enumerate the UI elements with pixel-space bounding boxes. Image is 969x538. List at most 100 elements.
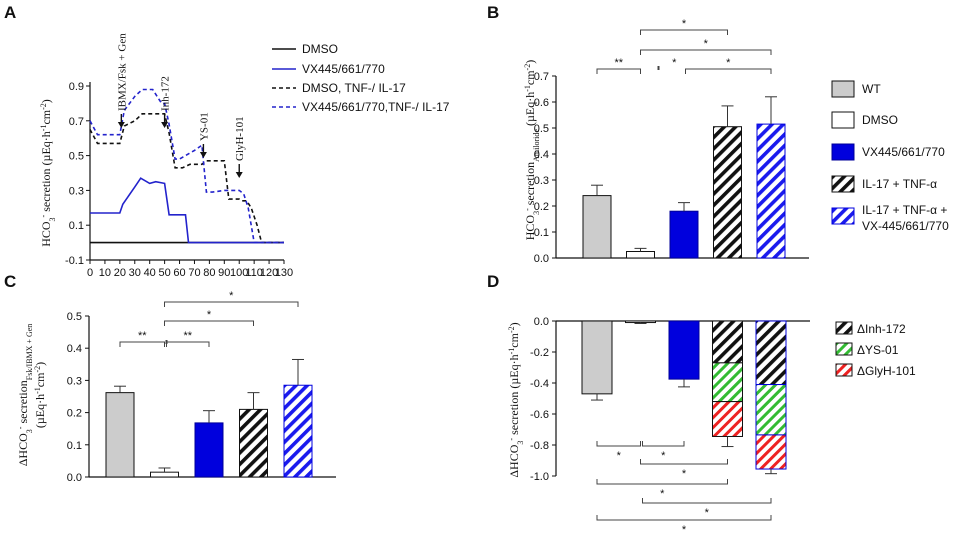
bar-2 xyxy=(668,320,700,380)
series-line-3 xyxy=(89,88,284,244)
significance-bracket xyxy=(166,341,210,347)
annotation-arrowhead xyxy=(117,122,125,128)
legend-label: WT xyxy=(862,82,881,96)
significance-label: * xyxy=(705,507,710,519)
legend-label: ΔInh-172 xyxy=(857,322,906,336)
significance-bracket xyxy=(119,341,165,347)
y-tick-label: -1.0 xyxy=(530,471,549,483)
y-tick-label: 0.0 xyxy=(67,472,82,484)
legend-swatch-2 xyxy=(831,143,855,161)
x-tick-label: 90 xyxy=(218,267,230,279)
annotation-label: GlyH-101 xyxy=(234,116,246,161)
legend-swatch-4 xyxy=(831,207,855,225)
panel-label-c: C xyxy=(4,272,16,291)
y-tick-label: 0.3 xyxy=(69,185,84,197)
y-tick-label: 0.9 xyxy=(69,81,84,93)
panel-label-b: B xyxy=(487,3,499,22)
y-tick-label: -0.6 xyxy=(530,409,549,421)
y-tick-label: 0.6 xyxy=(534,97,549,109)
bar-1 xyxy=(150,471,179,478)
significance-bracket xyxy=(164,301,299,307)
y-tick-label: 0.2 xyxy=(67,408,82,420)
y-tick-label: 0.4 xyxy=(534,149,549,161)
significance-bracket xyxy=(640,49,772,55)
y-tick-label: 0.0 xyxy=(534,316,549,328)
x-tick-label: 100 xyxy=(230,267,248,279)
bar-0 xyxy=(581,320,613,395)
x-tick-label: 60 xyxy=(173,267,185,279)
significance-bracket xyxy=(642,498,772,504)
bar-0 xyxy=(582,195,612,259)
x-tick-label: 110 xyxy=(245,267,263,279)
significance-bracket xyxy=(596,515,772,521)
significance-label: * xyxy=(726,57,731,69)
y-tick-label: 0.5 xyxy=(67,311,82,323)
x-tick-label: 20 xyxy=(114,267,126,279)
panel-a-line-chart: -0.1 0.1 0.3 0.5 0.7 0.9 0 10 20 30 40 50 60 70 80 90 10… xyxy=(39,33,450,279)
legend-swatch-2 xyxy=(835,363,853,377)
significance-bracket xyxy=(596,479,728,485)
y-tick-label: 0.4 xyxy=(67,343,82,355)
x-tick-label: 50 xyxy=(158,267,170,279)
annotation-arrowhead xyxy=(199,152,207,158)
significance-tick xyxy=(165,340,168,344)
y-tick-label: -0.8 xyxy=(530,440,549,452)
series-line-1 xyxy=(90,177,284,244)
significance-bracket xyxy=(596,441,641,447)
bar-4 xyxy=(283,384,313,478)
y-tick-label: -0.4 xyxy=(530,378,549,390)
annotation-arrowhead xyxy=(235,172,243,178)
significance-bracket xyxy=(640,459,728,465)
significance-bracket xyxy=(164,320,254,326)
significance-bracket xyxy=(642,441,685,447)
bar-1 xyxy=(625,320,656,324)
y-tick-label: 0.5 xyxy=(534,123,549,135)
significance-label: * xyxy=(229,290,234,302)
legend-label: VX445/661/770,TNF-/ IL-17 xyxy=(302,100,450,114)
significance-tick xyxy=(657,66,660,70)
x-tick-label: 0 xyxy=(87,267,93,279)
panel-label-a: A xyxy=(4,3,16,22)
bar-0 xyxy=(105,392,135,478)
y-tick-label: 0.5 xyxy=(69,151,84,163)
x-tick-label: 80 xyxy=(203,267,215,279)
series-line-2 xyxy=(89,113,284,244)
legend-swatch-0 xyxy=(835,321,853,335)
legend-swatch-0 xyxy=(831,80,855,98)
y-tick-label: -0.1 xyxy=(65,255,84,267)
y-tick-label: 0.0 xyxy=(534,253,549,265)
bar-3-segment-0 xyxy=(712,320,743,364)
significance-bracket xyxy=(596,68,641,74)
y-axis-unit: (µEq·h-1cm-2) xyxy=(33,362,48,428)
y-tick-label: 0.1 xyxy=(69,220,84,232)
bar-2 xyxy=(669,210,699,259)
legend-label: ΔGlyH-101 xyxy=(857,364,916,378)
y-axis-label: ΔHCO3- secretionFsk/IBMX + Gen xyxy=(16,324,34,467)
y-tick-label: -0.2 xyxy=(530,347,549,359)
significance-label: ** xyxy=(183,330,192,342)
legend-label: VX-445/661/770 xyxy=(862,219,949,233)
legend-label: VX445/661/770 xyxy=(302,62,385,76)
significance-label: * xyxy=(617,450,622,462)
x-tick-label: 70 xyxy=(188,267,200,279)
bar-4-segment-2 xyxy=(755,434,787,470)
significance-label: ** xyxy=(138,330,147,342)
legend-label: VX445/661/770 xyxy=(862,145,945,159)
legend-label: DMSO xyxy=(302,42,338,56)
y-tick-label: 0.7 xyxy=(69,116,84,128)
bar-3-segment-2 xyxy=(712,401,743,437)
annotation-label: YS-01 xyxy=(198,112,210,141)
bar-1 xyxy=(626,251,655,259)
y-tick-label: 0.2 xyxy=(534,201,549,213)
bar-3-segment-1 xyxy=(712,362,743,403)
significance-label: ** xyxy=(614,57,623,69)
bar-4-segment-1 xyxy=(755,384,787,436)
bar-4 xyxy=(756,123,786,259)
bar-2 xyxy=(194,422,224,478)
legend-label: DMSO xyxy=(862,113,898,127)
y-axis-label: HCO3- secretionAmiloride (µEq·h-1cm-2) xyxy=(523,60,541,240)
legend-label: ΔYS-01 xyxy=(857,343,899,357)
x-tick-label: 10 xyxy=(99,267,111,279)
y-tick-label: 0.7 xyxy=(534,71,549,83)
